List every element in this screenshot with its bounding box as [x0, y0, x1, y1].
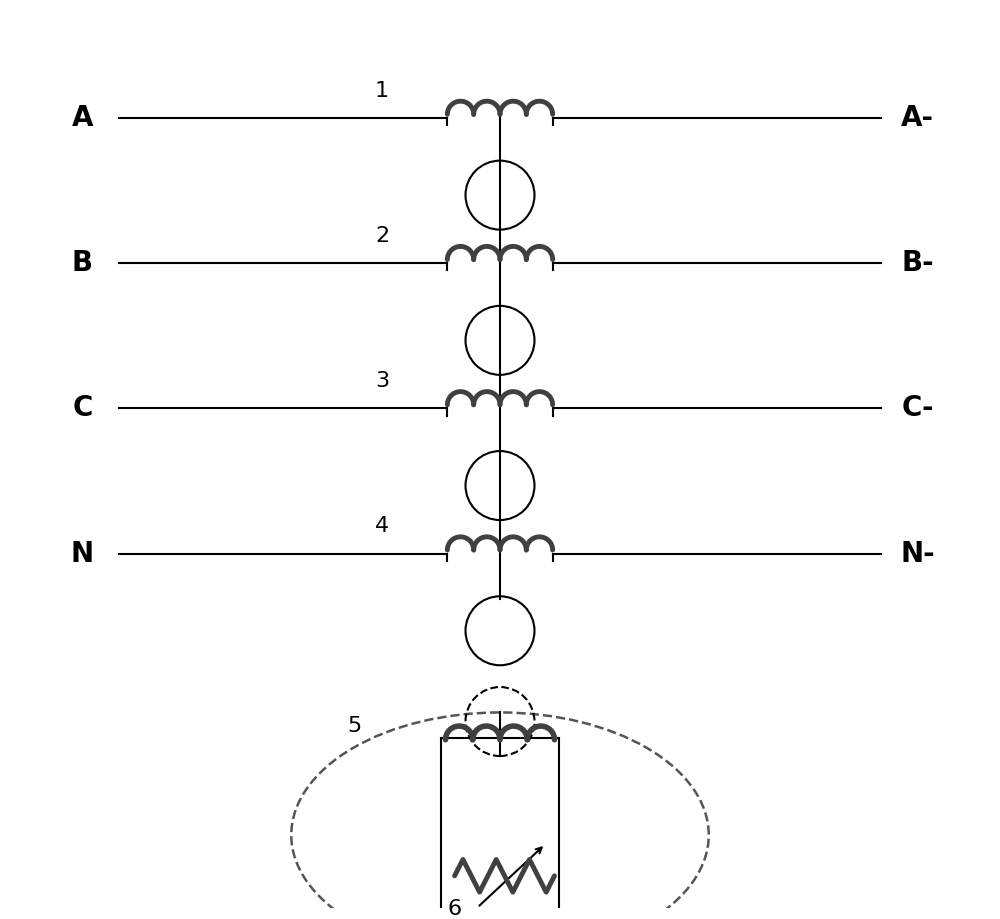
Text: 2: 2	[375, 226, 389, 246]
Text: B-: B-	[901, 249, 934, 278]
Text: N: N	[71, 539, 94, 568]
Text: B: B	[72, 249, 93, 278]
Text: 1: 1	[375, 81, 389, 101]
Text: A: A	[72, 104, 93, 132]
Text: 5: 5	[348, 716, 362, 736]
Text: C: C	[72, 394, 93, 423]
Text: A-: A-	[901, 104, 934, 132]
Text: C-: C-	[901, 394, 934, 423]
Text: 6: 6	[448, 900, 462, 919]
Text: N-: N-	[900, 539, 935, 568]
Text: 4: 4	[375, 516, 389, 537]
Text: 3: 3	[375, 371, 389, 391]
